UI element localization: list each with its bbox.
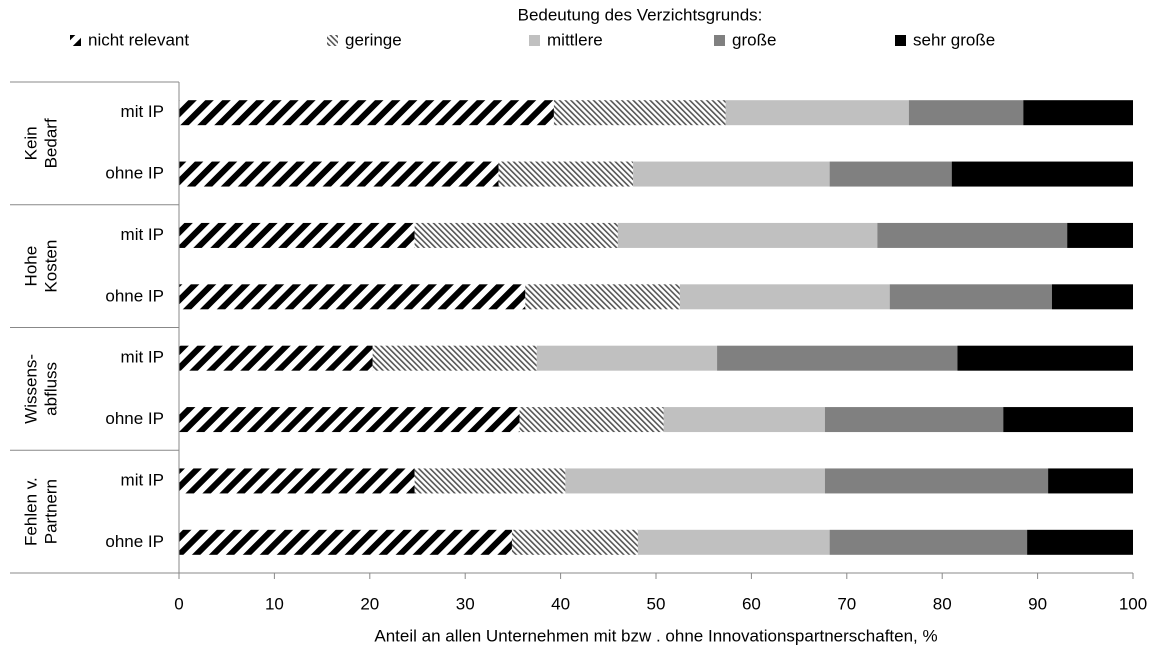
bar-segment [1027, 529, 1133, 555]
x-tick-label: 100 [1119, 594, 1147, 613]
y-tick-label: mit IP [121, 102, 164, 121]
bar-segment [179, 161, 499, 187]
group-label: Hohe [21, 246, 40, 287]
x-axis-label: Anteil an allen Unternehmen mit bzw . oh… [374, 626, 937, 645]
bar-segment [617, 222, 878, 248]
x-tick-label: 80 [933, 594, 952, 613]
x-tick-label: 40 [551, 594, 570, 613]
legend-label: sehr große [913, 30, 995, 49]
y-tick-label: ohne IP [105, 286, 164, 305]
bar-segment [637, 529, 830, 555]
bar-segment [717, 345, 958, 371]
y-tick-label: ohne IP [105, 409, 164, 428]
legend-swatch [327, 35, 338, 46]
legend-swatch [70, 35, 81, 46]
bar-segment [1067, 222, 1133, 248]
bar-segment [498, 161, 634, 187]
bar-segment [511, 529, 638, 555]
x-tick-label: 60 [742, 594, 761, 613]
bar-segment [877, 222, 1068, 248]
bar-segment [829, 161, 952, 187]
legend-label: große [732, 30, 776, 49]
bar-segment [525, 284, 680, 310]
bar-segment [179, 407, 520, 433]
bar-segment [1051, 284, 1133, 310]
x-tick-label: 20 [360, 594, 379, 613]
y-tick-label: ohne IP [105, 164, 164, 183]
bar-segment [179, 529, 512, 555]
bar-segment [372, 345, 537, 371]
x-tick-label: 50 [647, 594, 666, 613]
bar-segment [908, 100, 1024, 126]
bar-segment [633, 161, 830, 187]
x-tick-label: 30 [456, 594, 475, 613]
legend-title: Bedeutung des Verzichtsgrunds: [518, 5, 763, 24]
bar-segment [1023, 100, 1133, 126]
bar-segment [957, 345, 1133, 371]
bar-segment [679, 284, 890, 310]
bar-segment [179, 468, 415, 494]
bar-segment [536, 345, 718, 371]
bar-segment [179, 222, 415, 248]
bar-segment [414, 468, 566, 494]
x-tick-label: 90 [1028, 594, 1047, 613]
bar-segment [829, 529, 1028, 555]
group-label: Kosten [41, 240, 60, 293]
bar-segment [414, 222, 618, 248]
bar-segment [1048, 468, 1133, 494]
group-label: Kein [21, 126, 40, 160]
group-label: Wissens- [21, 354, 40, 424]
bar-segment [179, 100, 554, 126]
bar-segment [519, 407, 664, 433]
x-tick-label: 0 [174, 594, 183, 613]
y-tick-label: mit IP [121, 470, 164, 489]
bar-segment [663, 407, 825, 433]
bar-segment [889, 284, 1052, 310]
legend-swatch [895, 35, 906, 46]
bar-segment [179, 284, 526, 310]
y-tick-label: mit IP [121, 348, 164, 367]
bar-segment [824, 407, 1004, 433]
bar-segment [824, 468, 1049, 494]
group-label: abfluss [41, 362, 60, 416]
bar-segment [951, 161, 1133, 187]
group-label: Bedarf [41, 118, 60, 168]
bar-segment [553, 100, 726, 126]
legend-swatch [714, 35, 725, 46]
bar-segment [725, 100, 909, 126]
x-tick-label: 10 [265, 594, 284, 613]
group-label: Fehlen v. [21, 477, 40, 546]
bar-segment [1003, 407, 1133, 433]
legend-label: mittlere [547, 30, 603, 49]
legend-label: nicht relevant [88, 30, 189, 49]
legend-label: geringe [345, 30, 402, 49]
y-tick-label: ohne IP [105, 532, 164, 551]
y-tick-label: mit IP [121, 225, 164, 244]
x-tick-label: 70 [837, 594, 856, 613]
bar-segment [565, 468, 825, 494]
legend-swatch [529, 35, 540, 46]
bar-segment [179, 345, 373, 371]
group-label: Partnern [41, 479, 60, 544]
